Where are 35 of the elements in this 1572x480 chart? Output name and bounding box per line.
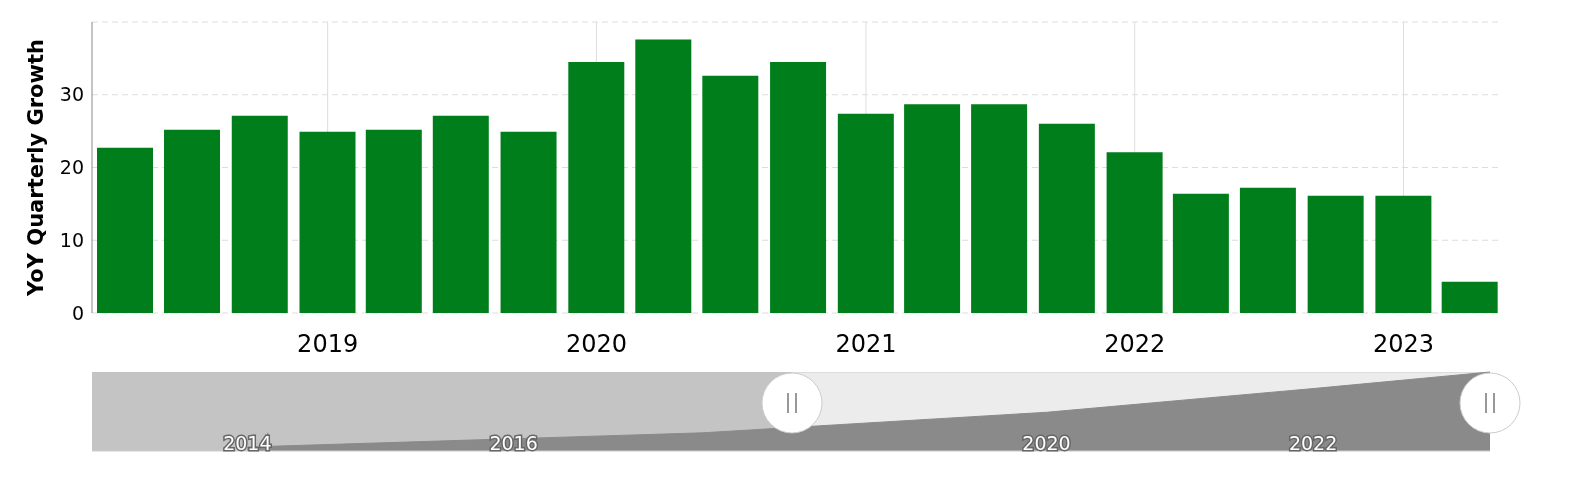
bar xyxy=(365,129,422,313)
bar xyxy=(1106,152,1163,313)
bar xyxy=(299,131,356,313)
bar xyxy=(164,129,221,313)
bar xyxy=(837,113,894,313)
bar xyxy=(904,104,961,313)
y-axis-title: YoY Quarterly Growth xyxy=(24,39,49,297)
x-tick-label: 2022 xyxy=(1288,432,1338,455)
x-tick-label: 2021 xyxy=(835,330,897,359)
bar xyxy=(770,62,827,313)
bar xyxy=(1441,281,1498,313)
y-tick-label: 10 xyxy=(59,228,84,251)
bar xyxy=(97,147,153,313)
bar xyxy=(231,115,288,313)
x-tick-label: 2020 xyxy=(1022,432,1071,455)
bar xyxy=(635,39,692,313)
bar xyxy=(500,131,557,313)
x-tick-label: 2014 xyxy=(223,432,272,455)
bar xyxy=(1375,195,1432,313)
bar xyxy=(702,75,759,313)
bar xyxy=(1038,123,1095,313)
x-tick-label: 2023 xyxy=(1372,330,1435,359)
y-tick-label: 20 xyxy=(59,156,84,179)
bar xyxy=(971,104,1028,313)
x-tick-label: 2022 xyxy=(1104,330,1166,359)
bar xyxy=(1239,187,1296,313)
bar xyxy=(432,115,489,313)
x-tick-label: 2016 xyxy=(489,432,538,455)
x-tick-label: 2020 xyxy=(565,330,627,359)
y-tick-label: 0 xyxy=(71,301,84,324)
bar xyxy=(1307,195,1364,313)
bar xyxy=(1172,193,1229,313)
bar xyxy=(568,62,625,313)
x-tick-label: 2019 xyxy=(297,330,359,359)
y-tick-label: 30 xyxy=(59,83,84,106)
